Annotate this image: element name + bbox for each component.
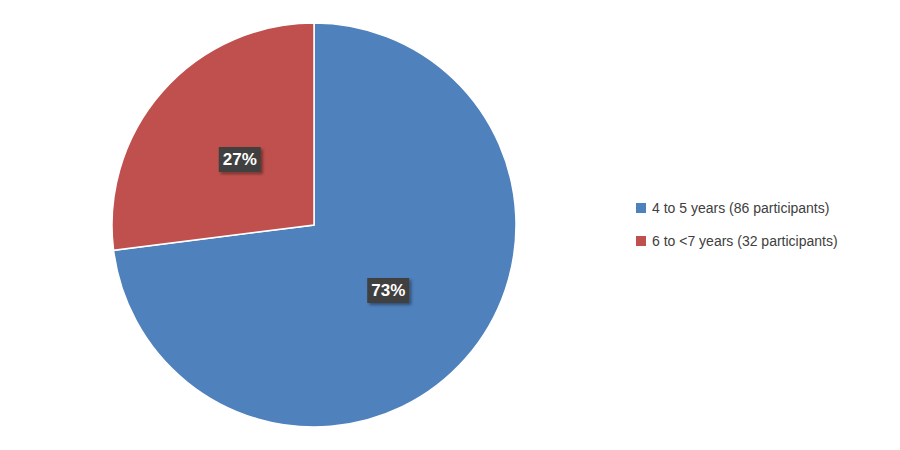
data-label-group: 27%: [219, 147, 261, 172]
legend-item: 6 to <7 years (32 participants): [636, 233, 838, 249]
data-labels: 73% 27%: [219, 147, 410, 303]
data-label: 27%: [223, 150, 257, 169]
pie: [112, 23, 516, 427]
data-label-box: [219, 147, 261, 172]
legend-label: 6 to <7 years (32 participants): [652, 233, 838, 249]
data-label-box: [367, 278, 409, 303]
legend-item: 4 to 5 years (86 participants): [636, 200, 829, 216]
legend: 4 to 5 years (86 participants) 6 to <7 ye…: [636, 200, 838, 249]
legend-label: 4 to 5 years (86 participants): [652, 200, 829, 216]
chart-svg: 73% 27% 4 to 5 years (86 participants) 6 to…: [0, 0, 900, 450]
legend-swatch: [636, 236, 646, 246]
data-label-group: 73%: [367, 278, 409, 303]
data-label: 73%: [371, 281, 405, 300]
pie-slice: [112, 23, 314, 250]
legend-swatch: [636, 203, 646, 213]
chart-container: 73% 27% 4 to 5 years (86 participants) 6 to…: [0, 0, 900, 450]
